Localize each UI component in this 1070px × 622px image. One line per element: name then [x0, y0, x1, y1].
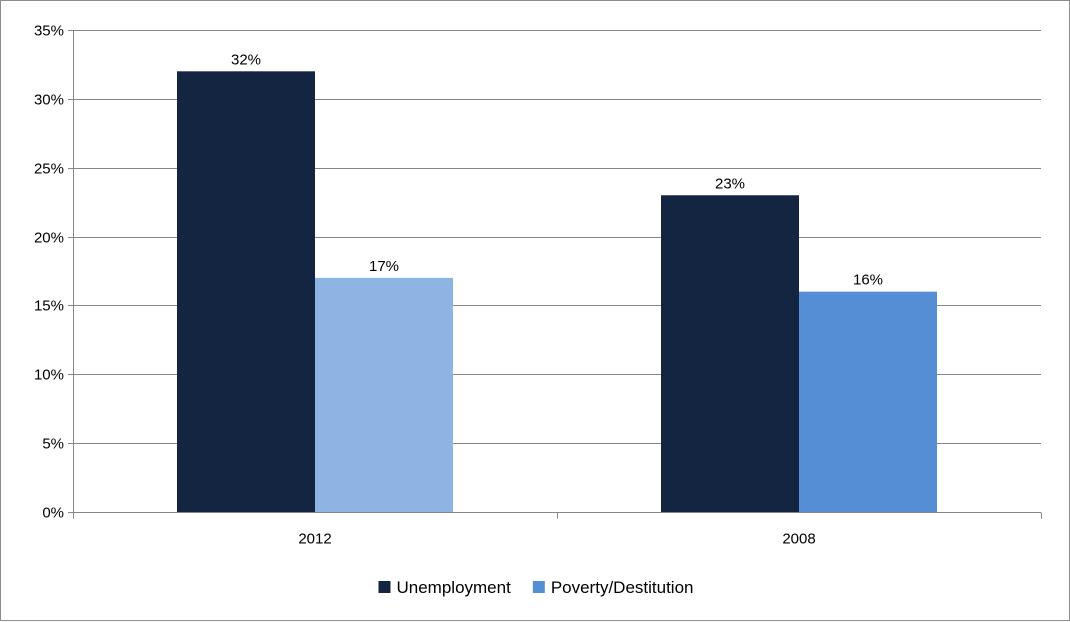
- bar-unemployment-2008: [661, 195, 799, 512]
- bar-poverty-destitution-2008: [799, 291, 937, 512]
- y-tick-label: 5%: [42, 436, 64, 453]
- y-axis-tick-labels: 0% 5% 10% 15% 20% 25% 30% 35%: [34, 23, 64, 522]
- x-tick-label: 2012: [298, 531, 331, 548]
- y-tick-label: 0%: [42, 505, 64, 522]
- bar-unemployment-2012: [177, 71, 315, 513]
- axes: [68, 30, 1042, 519]
- bar-poverty-destitution-2012: [315, 277, 453, 512]
- x-tick-label: 2008: [782, 531, 815, 548]
- bars: [177, 71, 937, 513]
- y-tick-label: 15%: [34, 298, 64, 315]
- legend-label: Poverty/Destitution: [551, 578, 694, 597]
- legend-swatch-unemployment: [378, 581, 391, 593]
- data-label: 23%: [715, 175, 745, 192]
- data-label: 16%: [853, 272, 883, 289]
- y-tick-label: 25%: [34, 161, 64, 178]
- y-tick-label: 35%: [34, 23, 64, 40]
- legend: Unemployment Poverty/Destitution: [378, 578, 694, 597]
- y-tick-label: 10%: [34, 367, 64, 384]
- x-axis-tick-labels: 2012 2008: [298, 531, 815, 548]
- y-tick-label: 30%: [34, 92, 64, 109]
- data-labels: 32% 17% 23% 16%: [231, 51, 883, 288]
- data-label: 17%: [369, 258, 399, 275]
- y-tick-label: 20%: [34, 230, 64, 247]
- legend-label: Unemployment: [396, 578, 511, 597]
- data-label: 32%: [231, 51, 261, 68]
- legend-swatch-poverty-destitution: [532, 581, 545, 593]
